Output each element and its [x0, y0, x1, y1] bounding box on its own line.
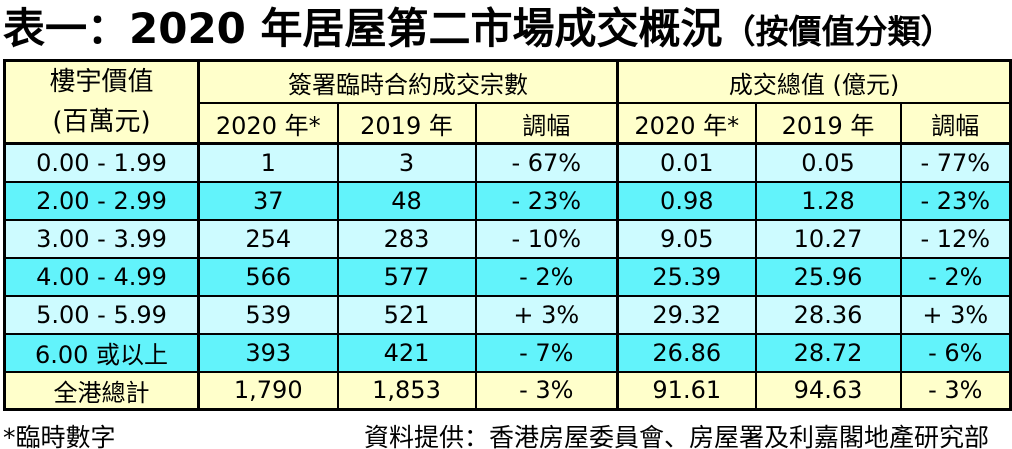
title-main-text: 表一：2020 年居屋第二市場成交概況	[3, 4, 723, 53]
contracts-change-header: 調幅	[474, 101, 619, 145]
footnotes: *臨時數字 資料提供：香港房屋委員會、房屋署及利嘉閣地產研究部	[3, 418, 1009, 449]
sub-header-row: 2020 年* 2019 年 調幅 2020 年* 2019 年 調幅	[5, 101, 1012, 145]
contracts-2019-cell: 3	[336, 142, 477, 183]
table-row: 6.00 或以上 393 421 - 7% 26.86 28.72 - 6%	[3, 332, 1012, 373]
contracts-2019-cell: 521	[336, 294, 477, 335]
title-qualifier-text: （按價值分類）	[722, 12, 954, 51]
row-label: 5.00 - 5.99	[3, 294, 200, 335]
value-2020-cell: 0.01	[616, 142, 757, 183]
value-2019-cell: 25.96	[754, 256, 902, 297]
contracts-2020-cell: 539	[197, 294, 339, 335]
total-value-2020-cell: 91.61	[616, 370, 757, 411]
contracts-group-header: 簽署臨時合約成交宗數	[196, 59, 619, 104]
total-row: 全港總計 1,790 1,853 - 3% 91.61 94.63 - 3%	[3, 370, 1012, 411]
group-header-row: 樓宇價值 (百萬元) 簽署臨時合約成交宗數 成交總值 (億元)	[3, 59, 1012, 145]
total-value-2019-cell: 94.63	[754, 370, 902, 411]
contracts-change-cell: - 7%	[474, 332, 619, 373]
row-label: 4.00 - 4.99	[3, 256, 200, 297]
contracts-2020-cell: 37	[197, 180, 339, 221]
value-change-cell: - 6%	[899, 332, 1012, 373]
contracts-change-cell: - 2%	[474, 256, 619, 297]
contracts-2019-cell: 421	[336, 332, 477, 373]
contracts-change-cell: - 67%	[474, 142, 619, 183]
building-value-header-line1: 樓宇價值	[49, 67, 154, 98]
row-label: 0.00 - 1.99	[3, 142, 200, 183]
row-label: 6.00 或以上	[3, 332, 200, 373]
value-change-cell: - 23%	[899, 180, 1012, 221]
value-2019-cell: 28.36	[754, 294, 902, 335]
contracts-2020-cell: 254	[197, 218, 339, 259]
contracts-change-cell: - 10%	[474, 218, 619, 259]
value-2019-cell: 10.27	[754, 218, 902, 259]
value-change-cell: - 2%	[899, 256, 1012, 297]
total-contracts-2020-cell: 1,790	[197, 370, 339, 411]
total-contracts-2019-cell: 1,853	[336, 370, 477, 411]
value-2020-cell: 0.98	[616, 180, 757, 221]
contracts-2019-cell: 577	[336, 256, 477, 297]
value-2020-cell: 29.32	[616, 294, 757, 335]
table-row: 0.00 - 1.99 1 3 - 67% 0.01 0.05 - 77%	[3, 142, 1012, 183]
value-change-cell: - 12%	[899, 218, 1012, 259]
value-2020-header: 2020 年*	[616, 101, 757, 145]
building-value-header-line2: (百萬元)	[52, 107, 151, 138]
value-2019-cell: 28.72	[754, 332, 902, 373]
value-2020-cell: 26.86	[616, 332, 757, 373]
value-2019-cell: 1.28	[754, 180, 902, 221]
page-title: 表一：2020 年居屋第二市場成交概況（按價值分類）	[0, 0, 1012, 56]
table-row: 2.00 - 2.99 37 48 - 23% 0.98 1.28 - 23%	[3, 180, 1012, 221]
contracts-2020-cell: 1	[197, 142, 339, 183]
contracts-2019-cell: 283	[336, 218, 477, 259]
footnote-source: 資料提供：香港房屋委員會、房屋署及利嘉閣地產研究部	[363, 422, 989, 449]
footnote-provisional-figures: *臨時數字	[3, 422, 116, 449]
contracts-2020-header: 2020 年*	[197, 101, 339, 145]
value-2019-header: 2019 年	[754, 101, 902, 145]
contracts-change-cell: + 3%	[474, 294, 619, 335]
table-row: 5.00 - 5.99 539 521 + 3% 29.32 28.36 + 3…	[3, 294, 1012, 335]
hos-secondary-market-table: 樓宇價值 (百萬元) 簽署臨時合約成交宗數 成交總值 (億元) 2020 年* …	[3, 59, 1012, 411]
total-value-change-cell: - 3%	[899, 370, 1012, 411]
value-2020-cell: 25.39	[616, 256, 757, 297]
total-row-label: 全港總計	[3, 370, 200, 411]
table-row: 3.00 - 3.99 254 283 - 10% 9.05 10.27 - 1…	[3, 218, 1012, 259]
value-change-cell: - 77%	[899, 142, 1012, 183]
contracts-2019-cell: 48	[336, 180, 477, 221]
total-contracts-change-cell: - 3%	[474, 370, 619, 411]
contracts-2019-header: 2019 年	[336, 101, 477, 145]
contracts-2020-cell: 393	[197, 332, 339, 373]
row-label: 2.00 - 2.99	[3, 180, 200, 221]
row-label: 3.00 - 3.99	[3, 218, 200, 259]
table-row: 4.00 - 4.99 566 577 - 2% 25.39 25.96 - 2…	[3, 256, 1012, 297]
value-2020-cell: 9.05	[616, 218, 757, 259]
building-value-header: 樓宇價值 (百萬元)	[3, 59, 200, 145]
value-change-header: 調幅	[899, 101, 1012, 145]
contracts-2020-cell: 566	[197, 256, 339, 297]
total-value-group-header: 成交總值 (億元)	[616, 59, 1012, 104]
value-change-cell: + 3%	[899, 294, 1012, 335]
contracts-change-cell: - 23%	[474, 180, 619, 221]
value-2019-cell: 0.05	[754, 142, 902, 183]
